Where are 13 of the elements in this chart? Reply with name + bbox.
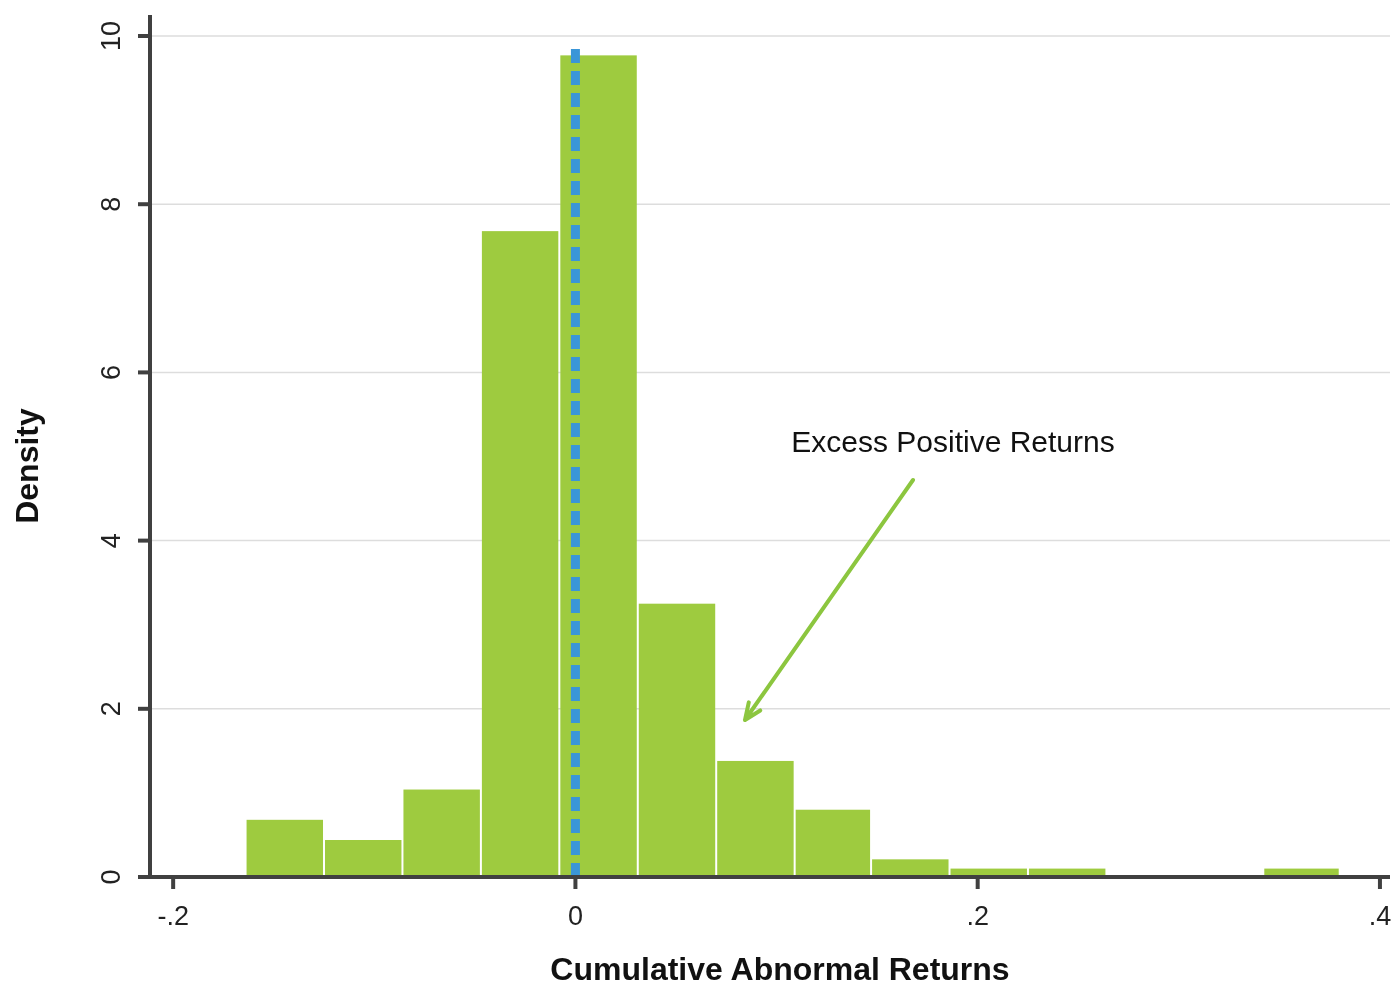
x-axis-title: Cumulative Abnormal Returns <box>550 951 1010 984</box>
x-tick-label: .4 <box>1368 901 1392 931</box>
x-tick-label: .2 <box>966 901 989 931</box>
y-tick-label: 10 <box>96 21 126 52</box>
x-tick-label: 0 <box>567 901 583 931</box>
annotation: Excess Positive Returns <box>791 425 1115 458</box>
y-tick-label: 8 <box>96 196 126 212</box>
x-tick-label: -.2 <box>157 901 189 931</box>
y-tick-label: 0 <box>96 869 126 885</box>
y-axis-title: Density <box>9 408 45 524</box>
y-tick-label: 4 <box>96 533 126 549</box>
y-tick-label: 6 <box>96 364 126 380</box>
y-tick-label: 2 <box>96 701 126 717</box>
